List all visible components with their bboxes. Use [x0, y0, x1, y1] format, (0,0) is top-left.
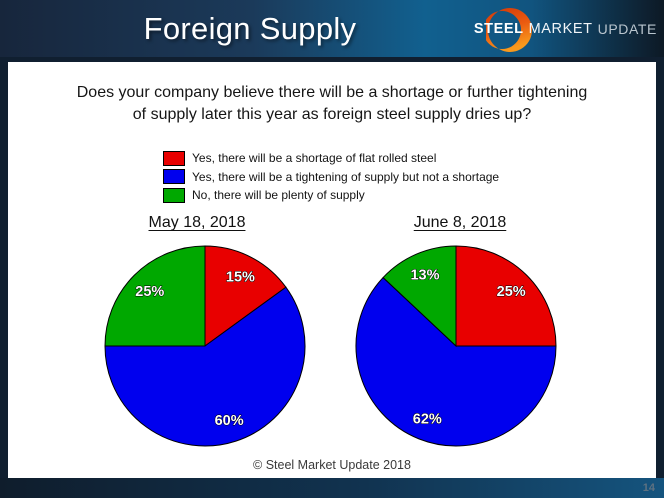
page-number: 14	[642, 482, 655, 494]
pie-chart-may: 15% 60% 25%	[104, 245, 306, 447]
chart-title-june: June 8, 2018	[413, 214, 507, 231]
pie-slice-label: 60%	[215, 413, 244, 429]
chart-legend: Yes, there will be a shortage of flat ro…	[163, 150, 500, 207]
legend-swatch-red	[163, 150, 185, 166]
logo-text-steel: STEEL	[473, 20, 524, 37]
pie-slice-label: 25%	[497, 284, 526, 300]
legend-label: Yes, there will be a shortage of flat ro…	[192, 151, 437, 165]
pie-slice	[204, 245, 287, 347]
slide-header: Foreign Supply STEEL MARKET UPDATE	[0, 0, 664, 57]
footer-strip: 14	[0, 478, 664, 498]
crescent-moon-icon	[485, 8, 532, 52]
legend-label: Yes, there will be a tightening of suppl…	[192, 169, 500, 184]
pie-slice-label: 13%	[410, 267, 439, 283]
logo-text-update: UPDATE	[597, 20, 657, 37]
smu-logo: STEEL MARKET UPDATE	[474, 0, 657, 57]
pie-slice-label: 25%	[135, 284, 164, 300]
legend-item-plenty: No, there will be plenty of supply	[163, 187, 499, 203]
pie-slice-label: 15%	[226, 270, 255, 286]
legend-item-shortage: Yes, there will be a shortage of flat ro…	[163, 150, 499, 166]
pie-slice	[104, 286, 306, 447]
legend-swatch-blue	[163, 169, 185, 184]
pie-chart-june: 25% 62% 13%	[355, 245, 557, 447]
content-panel: Does your company believe there will be …	[8, 62, 656, 478]
pie-slice	[455, 245, 557, 347]
pie-slice-label: 62%	[413, 412, 442, 428]
logo-text-market: MARKET	[528, 20, 593, 37]
page-title: Foreign Supply	[143, 11, 357, 46]
pie-slice	[355, 276, 557, 447]
pie-slice	[382, 245, 457, 348]
copyright-text: © Steel Market Update 2018	[253, 458, 411, 472]
pie-slice	[104, 245, 206, 347]
legend-swatch-green	[163, 187, 185, 203]
chart-title-may: May 18, 2018	[148, 214, 246, 231]
survey-question: Does your company believe there will be …	[8, 82, 656, 126]
legend-item-tightening: Yes, there will be a tightening of suppl…	[163, 169, 500, 184]
survey-question-line1: Does your company believe there will be …	[76, 84, 588, 101]
legend-label: No, there will be plenty of supply	[192, 188, 365, 202]
survey-question-line2: of supply later this year as foreign ste…	[132, 106, 532, 123]
